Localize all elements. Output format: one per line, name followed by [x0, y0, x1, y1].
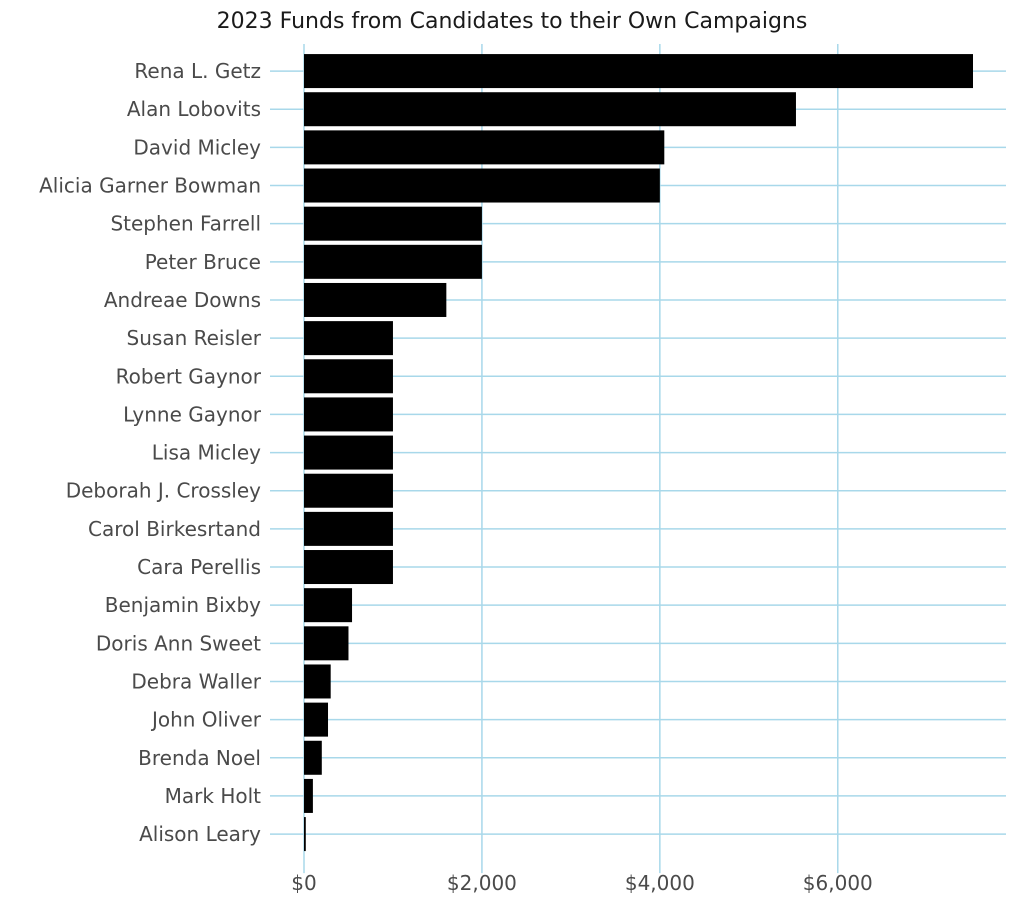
bar	[304, 282, 447, 317]
category-label: Robert Gaynor	[116, 364, 262, 388]
category-label: Lisa Micley	[152, 441, 261, 465]
category-label: Deborah J. Crossley	[66, 479, 261, 503]
bar	[304, 435, 393, 470]
bar	[304, 588, 353, 623]
bar	[304, 244, 482, 279]
category-label: John Oliver	[150, 708, 262, 732]
x-tick-label: $4,000	[625, 871, 695, 895]
category-label: Lynne Gaynor	[123, 402, 262, 426]
category-label: David Micley	[133, 135, 261, 159]
category-label: Mark Holt	[165, 784, 262, 808]
bar	[304, 778, 313, 813]
category-label: Brenda Noel	[138, 746, 261, 770]
category-label: Alicia Garner Bowman	[39, 174, 261, 198]
category-label: Peter Bruce	[145, 250, 261, 274]
bar	[304, 168, 660, 203]
category-label: Alison Leary	[139, 822, 261, 846]
bar	[304, 702, 329, 737]
bar	[304, 664, 331, 699]
bar	[304, 359, 393, 394]
x-axis-tick-labels: $0 $2,000 $4,000 $6,000	[291, 871, 872, 895]
bar	[304, 397, 393, 432]
category-label: Carol Birkesrtand	[88, 517, 261, 541]
bar	[304, 473, 393, 508]
category-label: Cara Perellis	[137, 555, 261, 579]
bar	[304, 817, 306, 852]
bar	[304, 626, 349, 661]
bar	[304, 130, 665, 165]
category-label: Susan Reisler	[127, 326, 262, 350]
bar	[304, 54, 973, 89]
x-tick-label: $0	[291, 871, 316, 895]
category-label: Stephen Farrell	[110, 212, 261, 236]
bar	[304, 740, 322, 775]
category-label: Andreae Downs	[104, 288, 261, 312]
category-label: Doris Ann Sweet	[96, 631, 261, 655]
x-tick-label: $6,000	[803, 871, 873, 895]
category-labels: Rena L. Getz Alan Lobovits David Micley Ali…	[39, 59, 262, 846]
bar	[304, 206, 482, 241]
bar	[304, 511, 393, 546]
bar	[304, 92, 796, 127]
category-label: Alan Lobovits	[127, 97, 261, 121]
category-label: Debra Waller	[131, 669, 261, 693]
chart-title: 2023 Funds from Candidates to their Own …	[217, 9, 808, 34]
bars-layer	[304, 54, 973, 852]
category-label: Benjamin Bixby	[105, 593, 261, 617]
bar	[304, 321, 393, 356]
category-label: Rena L. Getz	[134, 59, 261, 83]
x-tick-label: $2,000	[447, 871, 517, 895]
bar	[304, 550, 393, 585]
